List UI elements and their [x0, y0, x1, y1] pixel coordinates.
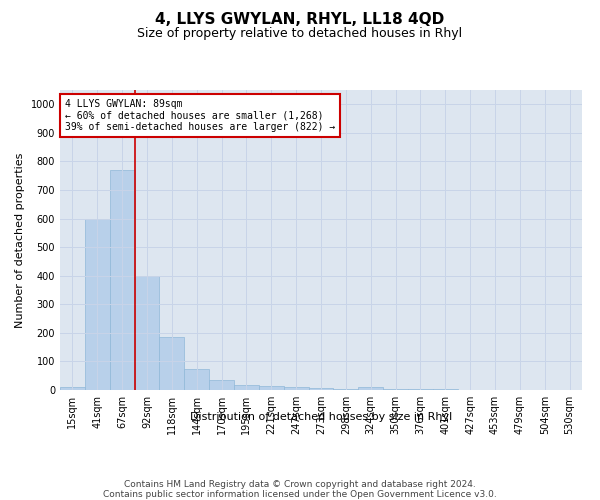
- Bar: [184, 368, 209, 390]
- Bar: [85, 218, 110, 390]
- Bar: [234, 385, 259, 390]
- Bar: [408, 389, 433, 390]
- Text: 4, LLYS GWYLAN, RHYL, LL18 4QD: 4, LLYS GWYLAN, RHYL, LL18 4QD: [155, 12, 445, 28]
- Bar: [284, 387, 308, 390]
- Text: Size of property relative to detached houses in Rhyl: Size of property relative to detached ho…: [137, 28, 463, 40]
- Bar: [160, 337, 184, 390]
- Bar: [358, 387, 383, 390]
- Text: 4 LLYS GWYLAN: 89sqm
← 60% of detached houses are smaller (1,268)
39% of semi-de: 4 LLYS GWYLAN: 89sqm ← 60% of detached h…: [65, 99, 335, 132]
- Bar: [134, 276, 160, 390]
- Bar: [308, 388, 334, 390]
- Text: Contains HM Land Registry data © Crown copyright and database right 2024.
Contai: Contains HM Land Registry data © Crown c…: [103, 480, 497, 500]
- Bar: [383, 388, 408, 390]
- Bar: [110, 170, 134, 390]
- Bar: [209, 380, 234, 390]
- Bar: [334, 388, 358, 390]
- Bar: [60, 387, 85, 390]
- Text: Distribution of detached houses by size in Rhyl: Distribution of detached houses by size …: [190, 412, 452, 422]
- Bar: [259, 386, 284, 390]
- Y-axis label: Number of detached properties: Number of detached properties: [15, 152, 25, 328]
